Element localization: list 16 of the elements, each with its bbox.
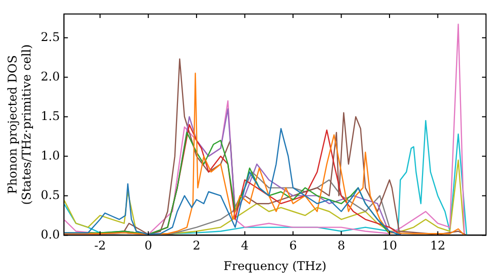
x-tick-label: 10 xyxy=(382,238,398,253)
x-axis-title: Frequency (THz) xyxy=(224,258,326,273)
y-tick-label: 0.0 xyxy=(40,227,60,242)
x-tick-label: 2 xyxy=(192,238,200,253)
x-tick-label: 4 xyxy=(240,238,249,253)
y-axis-title: Phonon projected DOS (States/THz·primitive cell) xyxy=(5,44,34,205)
y-tick-label: 2.0 xyxy=(40,69,60,84)
x-tick-label: 8 xyxy=(337,238,346,253)
y-tick-label: 0.5 xyxy=(40,188,60,202)
x-tick-label: 0 xyxy=(144,238,152,253)
x-tick-label: -2 xyxy=(94,238,106,253)
y-tick-label: 1.5 xyxy=(40,108,60,123)
x-tick-label: 12 xyxy=(430,238,446,253)
x-tick-label: 6 xyxy=(289,238,297,253)
y-tick-label: 2.5 xyxy=(40,30,60,44)
y-tick-label: 1.0 xyxy=(40,148,60,162)
